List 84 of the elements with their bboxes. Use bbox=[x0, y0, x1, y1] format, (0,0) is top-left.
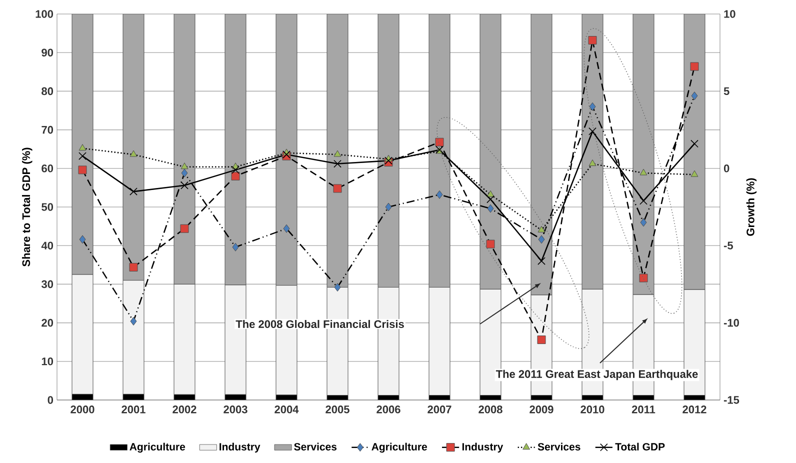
point bbox=[690, 170, 698, 177]
x-tick-label: 2002 bbox=[172, 406, 196, 414]
legend-label: Agriculture bbox=[372, 442, 427, 453]
y-tick-label: 60 bbox=[42, 164, 54, 172]
y-tick-label: 70 bbox=[42, 126, 54, 134]
point bbox=[79, 235, 86, 244]
point bbox=[333, 184, 342, 193]
point bbox=[537, 336, 546, 344]
annotation: The 2008 Global Financial Crisis bbox=[236, 320, 404, 328]
y-tick-label: 30 bbox=[41, 280, 54, 288]
point bbox=[589, 102, 596, 111]
point bbox=[283, 224, 290, 233]
legend-label: Services bbox=[538, 442, 580, 451]
x-tick-label: 2011 bbox=[632, 406, 656, 414]
x-tick-label: 2010 bbox=[580, 406, 604, 414]
point bbox=[130, 150, 138, 157]
point bbox=[690, 62, 699, 71]
point bbox=[181, 168, 188, 178]
y-tick-label: 20 bbox=[42, 318, 54, 327]
y2-tick-label: -5 bbox=[724, 242, 733, 250]
x-tick-label: 2000 bbox=[70, 406, 94, 414]
point bbox=[486, 195, 494, 204]
point bbox=[78, 144, 86, 151]
point bbox=[334, 283, 341, 292]
point bbox=[640, 168, 648, 176]
point bbox=[486, 190, 494, 197]
point bbox=[538, 226, 546, 232]
point bbox=[588, 127, 596, 136]
x-tick-label: 2008 bbox=[478, 406, 502, 414]
point bbox=[588, 160, 596, 166]
point bbox=[130, 188, 138, 196]
point bbox=[130, 316, 137, 326]
point bbox=[232, 242, 239, 252]
y2-tick-label: 5 bbox=[724, 87, 730, 96]
point bbox=[436, 190, 443, 199]
y-tick-label: 80 bbox=[42, 87, 54, 96]
legend-label: Total GDP bbox=[615, 442, 665, 451]
annotation: The 2011 Great East Japan Earthquake bbox=[496, 370, 698, 380]
point bbox=[691, 92, 698, 100]
y-tick-label: 90 bbox=[42, 48, 54, 56]
y-axis-title: Share to Total GDP (%) bbox=[22, 148, 32, 266]
x-tick-label: 2012 bbox=[682, 406, 706, 414]
legend-label: Industry bbox=[220, 442, 260, 453]
point bbox=[640, 218, 647, 227]
y2-tick-label: -10 bbox=[724, 318, 739, 327]
y2-tick-label: -15 bbox=[724, 396, 740, 404]
x-tick-label: 2004 bbox=[274, 406, 299, 414]
point bbox=[334, 160, 342, 168]
y-tick-label: 50 bbox=[42, 203, 54, 211]
point bbox=[486, 240, 495, 248]
point bbox=[180, 162, 188, 170]
x-tick-label: 2007 bbox=[428, 406, 452, 414]
point bbox=[690, 140, 698, 148]
point bbox=[435, 138, 444, 146]
point bbox=[588, 36, 597, 44]
point bbox=[232, 166, 240, 174]
legend-label: Services bbox=[294, 442, 337, 451]
point bbox=[640, 196, 648, 205]
point bbox=[639, 274, 648, 282]
y2-tick-label: 10 bbox=[724, 10, 736, 18]
y-tick-label: 10 bbox=[42, 358, 54, 366]
point bbox=[538, 257, 546, 265]
x-tick-label: 2009 bbox=[530, 406, 554, 414]
x-tick-label: 2001 bbox=[122, 406, 146, 414]
x-tick-label: 2006 bbox=[376, 406, 400, 414]
point bbox=[538, 235, 545, 244]
point bbox=[334, 150, 342, 157]
point bbox=[129, 262, 138, 272]
point bbox=[78, 152, 86, 160]
y-tick-label: 0 bbox=[48, 396, 54, 404]
point bbox=[385, 202, 392, 212]
x-tick-label: 2003 bbox=[224, 406, 248, 414]
y2-tick-label: 0 bbox=[724, 164, 730, 172]
x-tick-label: 2005 bbox=[326, 406, 350, 414]
point bbox=[231, 172, 240, 180]
y-tick-label: 40 bbox=[41, 242, 54, 250]
y-tick-label: 100 bbox=[36, 10, 54, 18]
point bbox=[78, 166, 87, 174]
legend-label: Industry bbox=[462, 442, 504, 453]
legend-label: Agriculture bbox=[130, 442, 186, 453]
point bbox=[180, 224, 189, 233]
point bbox=[180, 181, 188, 190]
y2-axis-title: Growth (%) bbox=[746, 178, 757, 236]
point bbox=[487, 204, 494, 213]
